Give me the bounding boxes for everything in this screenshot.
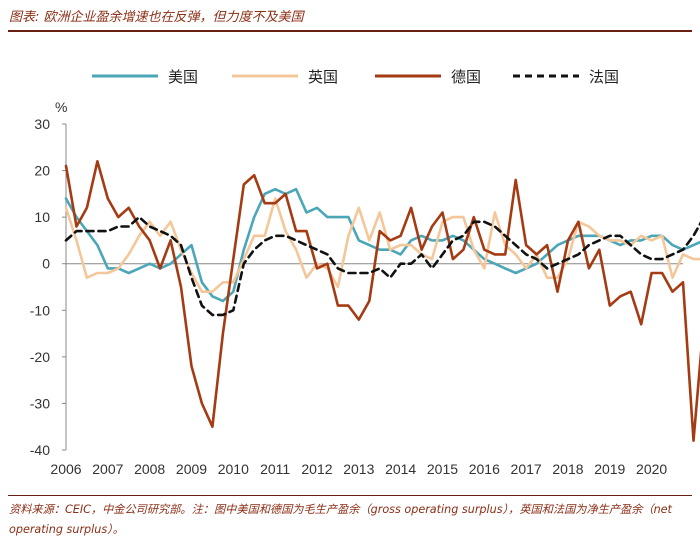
series-line-英国 (64, 197, 700, 294)
x-tick-label: 2020 (636, 461, 667, 477)
x-tick-label: 2017 (511, 461, 542, 477)
x-tick-label: 2007 (92, 461, 123, 477)
x-tick-label: 2016 (469, 461, 500, 477)
x-tick-label: 2012 (301, 461, 332, 477)
y-tick-label: 30 (34, 116, 50, 132)
y-tick-label: 0 (42, 256, 50, 272)
series-line-德国 (64, 160, 700, 443)
legend-label: 法国 (589, 68, 619, 86)
chart-title: 图表: 欧洲企业盈余增速也在反弹，但力度不及美国 (9, 10, 304, 25)
y-tick-label: -30 (30, 395, 50, 411)
legend-label: 美国 (168, 68, 198, 86)
legend-label: 英国 (308, 68, 338, 86)
legend: 美国 英国 德国 法国 (92, 68, 619, 86)
y-tick-label: -40 (30, 442, 50, 458)
x-tick-label: 2011 (260, 461, 290, 477)
bottom-rule (8, 495, 692, 496)
x-tick-label: 2010 (218, 461, 249, 477)
x-tick-label: 2009 (176, 461, 207, 477)
y-tick-label: -20 (30, 349, 50, 365)
y-tick-label: 10 (34, 209, 50, 225)
y-axis-unit: % (55, 99, 67, 115)
x-tick-label: 2018 (552, 461, 583, 477)
legend-label: 德国 (451, 68, 481, 86)
y-tick-label: -10 (30, 302, 50, 318)
x-tick-label: 2013 (343, 461, 374, 477)
series-group (64, 160, 700, 443)
source-note: 资料来源：CEIC，中金公司研究部。注：图中美国和德国为毛生产盈余（gross … (9, 503, 672, 536)
series-line-法国 (64, 215, 700, 317)
y-tick-label: 20 (34, 163, 50, 179)
top-rule (8, 30, 692, 32)
series-line-美国 (64, 187, 700, 303)
x-tick-label: 2019 (594, 461, 625, 477)
x-tick-label: 2008 (134, 461, 165, 477)
x-tick-label: 2014 (385, 461, 416, 477)
x-tick-label: 2006 (50, 461, 81, 477)
x-tick-label: 2015 (427, 461, 458, 477)
